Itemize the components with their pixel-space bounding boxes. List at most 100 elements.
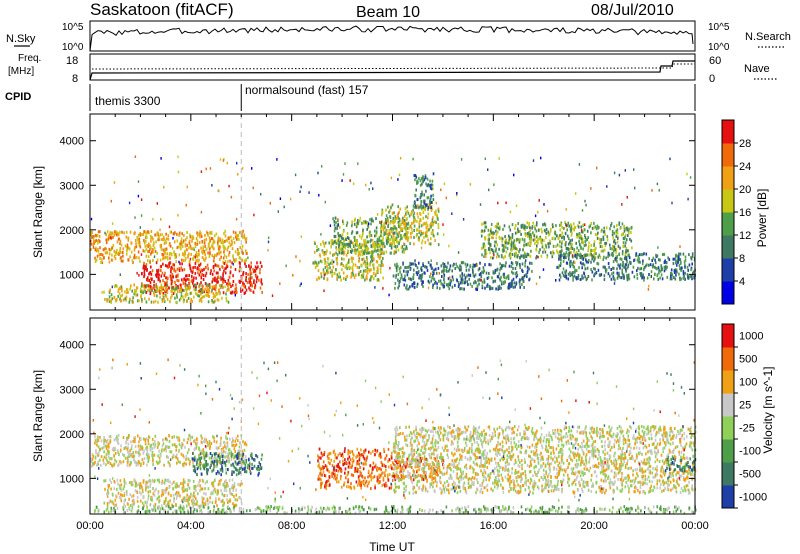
echo-cell [370,255,372,259]
echo-cell [405,270,407,274]
echo-cell [225,459,228,463]
echo-cell [200,235,203,238]
echo-cell [194,502,197,506]
echo-cell [552,225,554,229]
nave-trace [91,63,695,70]
echo-cell [492,256,494,260]
echo-cell [416,212,419,216]
echo-cell [213,259,215,263]
echo-cell [203,467,205,471]
echo-cell [617,273,619,277]
echo-cell [244,285,247,289]
echo-cell [163,297,165,301]
echo-cell [244,455,247,459]
echo-cell [383,231,386,235]
echo-cell [687,274,690,278]
echo-cell [357,219,359,223]
echo-cell [562,267,565,271]
echo-cell [126,463,129,467]
echo-cell [235,443,238,447]
echo-cell [596,166,598,170]
echo-cell [611,233,614,237]
echo-cell [317,247,320,251]
echo-cell [104,444,107,448]
echo-cell [217,460,220,464]
echo-cell [405,245,408,249]
echo-cell [563,252,565,256]
echo-cell [250,466,253,470]
echo-cell [131,444,133,448]
echo-cell [228,282,230,286]
echo-cell [527,253,529,257]
echo-cell [187,255,189,259]
echo-cell [222,280,224,284]
echo-cell [101,257,103,261]
echo-cell [404,235,406,239]
beam-title: Beam 10 [356,4,420,21]
echo-cell [93,240,95,244]
echo-cell [255,274,257,278]
echo-cell [97,239,99,243]
echo-cell [451,269,453,273]
echo-cell [658,189,660,192]
echo-cell [374,286,376,289]
echo-cell [148,272,150,276]
echo-cell [159,233,162,237]
echo-cell [459,264,461,268]
echo-cell [576,276,578,280]
echo-cell [587,249,589,252]
echo-cell [543,247,546,251]
echo-cell [522,254,524,258]
echo-cell [135,450,137,454]
echo-cell [223,248,226,252]
echo-cell [626,228,629,232]
echo-cell [559,254,562,258]
echo-cell [402,278,404,282]
echo-cell [405,266,408,269]
echo-cell [149,271,152,274]
echo-cell [180,240,182,243]
echo-cell [528,234,530,237]
echo-cell [92,245,95,249]
echo-cell [204,487,206,491]
echo-cell [201,268,204,272]
echo-cell [423,271,425,275]
echo-cell [513,239,515,243]
echo-cell [607,252,610,256]
echo-cell [417,270,420,274]
echo-cell [418,177,420,181]
echo-cell [401,245,404,249]
echo-cell [135,463,138,467]
echo-cell [626,196,628,199]
echo-cell [101,261,104,265]
echo-cell [392,227,394,231]
echo-cell [423,178,426,182]
echo-cell [413,174,416,178]
echo-cell [134,460,136,464]
echo-cell [522,225,524,229]
echo-cell [269,202,271,205]
echo-cell [481,229,483,233]
echo-cell [108,247,111,251]
echo-cell [477,268,480,272]
echo-cell [484,249,487,252]
echo-cell [221,296,223,300]
echo-cell [199,463,202,467]
echo-cell [213,457,215,461]
echo-cell [321,165,323,168]
echo-cell [556,234,558,238]
echo-cell [619,257,622,261]
echo-cell [138,440,140,444]
echo-cell [371,238,374,242]
echo-cell [584,240,586,244]
echo-cell [157,289,159,293]
echo-cell [397,225,400,228]
echo-cell [383,242,385,246]
echo-cell [171,253,173,257]
echo-cell [636,269,638,273]
echo-cell [466,274,468,278]
echo-cell [226,248,229,252]
echo-cell [200,210,203,214]
echo-cell [499,268,501,272]
